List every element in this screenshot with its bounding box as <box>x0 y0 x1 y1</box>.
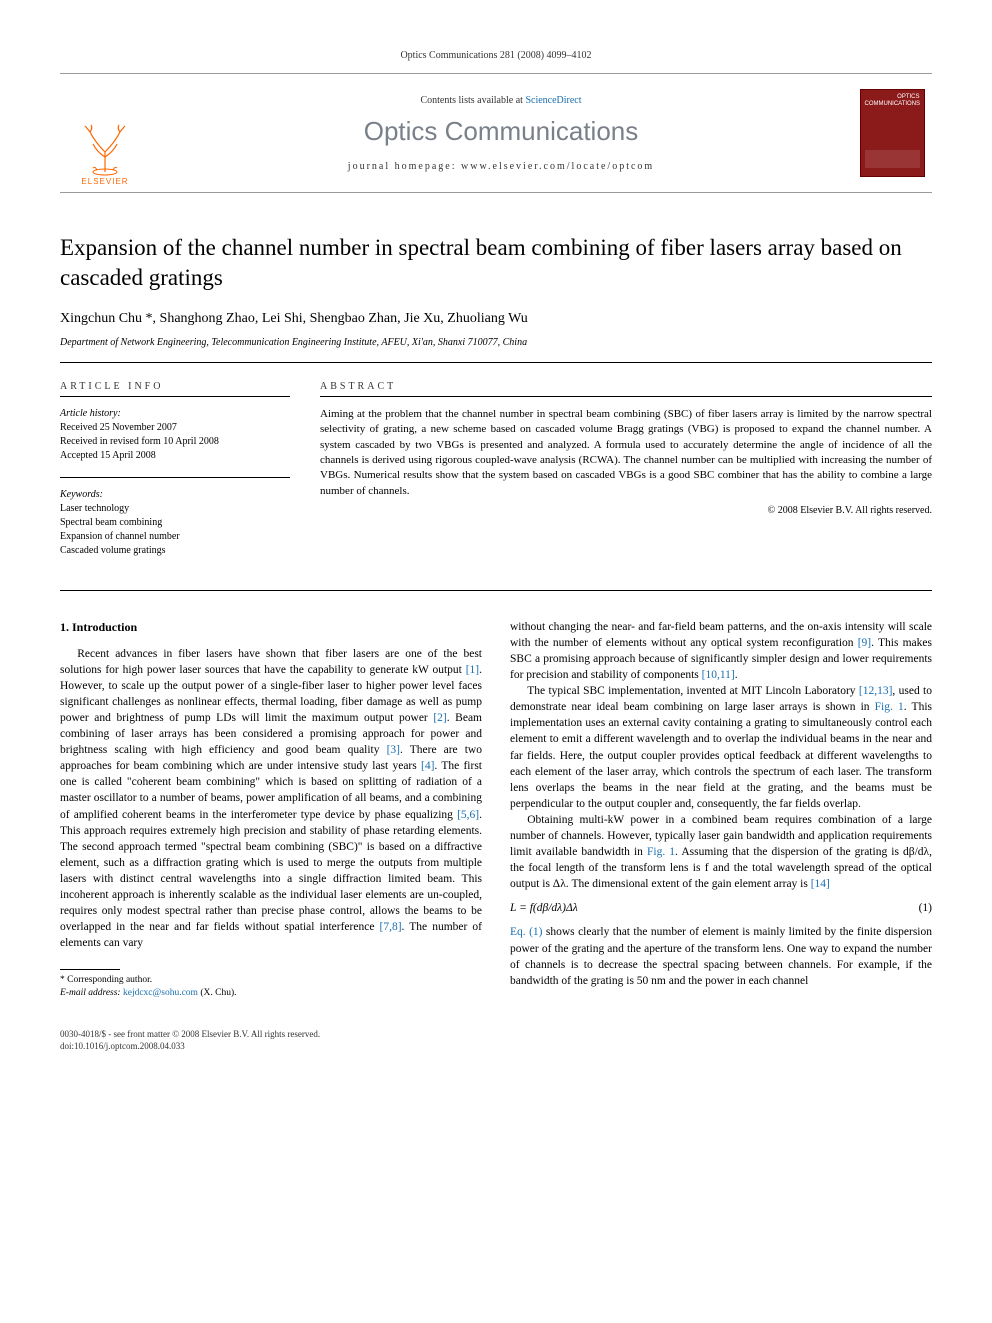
article-body: 1. Introduction Recent advances in fiber… <box>60 619 932 999</box>
citation-link[interactable]: [1] <box>466 664 479 676</box>
body-paragraph: Obtaining multi-kW power in a combined b… <box>510 812 932 892</box>
corresponding-marker: * Corresponding author. <box>60 974 482 986</box>
publisher-logo-area: ELSEVIER <box>60 74 150 192</box>
author-list: Xingchun Chu *, Shanghong Zhao, Lei Shi,… <box>60 311 932 327</box>
citation-link[interactable]: [5,6] <box>457 809 479 821</box>
figure-link[interactable]: Fig. 1 <box>647 846 675 858</box>
article-info-label: ARTICLE INFO <box>60 381 290 397</box>
journal-name: Optics Communications <box>364 116 639 147</box>
section-heading-introduction: 1. Introduction <box>60 619 482 636</box>
history-heading: Article history: <box>60 407 290 421</box>
author-email-link[interactable]: kejdcxc@sohu.com <box>123 988 198 998</box>
cover-title: OPTICS COMMUNICATIONS <box>865 94 920 107</box>
email-paren: (X. Chu). <box>198 988 237 998</box>
history-line: Received in revised form 10 April 2008 <box>60 435 290 449</box>
article-history: Article history: Received 25 November 20… <box>60 407 290 463</box>
keywords-block: Keywords: Laser technology Spectral beam… <box>60 488 290 558</box>
elsevier-tree-icon <box>75 122 135 177</box>
citation-link[interactable]: [7,8] <box>379 921 401 933</box>
abstract-copyright: © 2008 Elsevier B.V. All rights reserved… <box>320 505 932 516</box>
email-label: E-mail address: <box>60 988 123 998</box>
citation-link[interactable]: [14] <box>811 878 830 890</box>
contents-prefix: Contents lists available at <box>420 95 525 106</box>
front-matter-line: 0030-4018/$ - see front matter © 2008 El… <box>60 1029 932 1041</box>
body-paragraph: without changing the near- and far-field… <box>510 619 932 683</box>
history-line: Accepted 15 April 2008 <box>60 449 290 463</box>
citation-link[interactable]: [9] <box>858 637 871 649</box>
keyword: Laser technology <box>60 502 290 516</box>
abstract-label: ABSTRACT <box>320 381 932 397</box>
keyword: Expansion of channel number <box>60 530 290 544</box>
equation-number: (1) <box>919 900 932 916</box>
sciencedirect-link[interactable]: ScienceDirect <box>525 95 581 106</box>
citation-link[interactable]: [10,11] <box>702 669 735 681</box>
keyword: Spectral beam combining <box>60 516 290 530</box>
abstract-text: Aiming at the problem that the channel n… <box>320 407 932 499</box>
affiliation: Department of Network Engineering, Telec… <box>60 337 932 363</box>
article-title: Expansion of the channel number in spect… <box>60 233 932 293</box>
equation-link[interactable]: Eq. (1) <box>510 926 542 938</box>
elsevier-logo: ELSEVIER <box>66 108 144 186</box>
doi-line: doi:10.1016/j.optcom.2008.04.033 <box>60 1041 932 1053</box>
body-paragraph: Eq. (1) shows clearly that the number of… <box>510 924 932 988</box>
keyword: Cascaded volume gratings <box>60 544 290 558</box>
publisher-name: ELSEVIER <box>81 177 128 186</box>
citation-link[interactable]: [4] <box>421 760 434 772</box>
figure-link[interactable]: Fig. 1 <box>875 701 904 713</box>
equation-row: L = f(dβ/dλ)Δλ (1) <box>510 900 932 916</box>
body-paragraph: The typical SBC implementation, invented… <box>510 683 932 812</box>
keywords-heading: Keywords: <box>60 488 290 502</box>
journal-homepage: journal homepage: www.elsevier.com/locat… <box>348 161 654 172</box>
running-head: Optics Communications 281 (2008) 4099–41… <box>60 50 932 61</box>
citation-link[interactable]: [12,13] <box>859 685 893 697</box>
citation-link[interactable]: [2] <box>433 712 446 724</box>
journal-cover-thumbnail: OPTICS COMMUNICATIONS <box>860 89 925 177</box>
corresponding-author-footnote: * Corresponding author. E-mail address: … <box>60 974 482 999</box>
journal-banner: ELSEVIER Contents lists available at Sci… <box>60 73 932 193</box>
contents-available-line: Contents lists available at ScienceDirec… <box>420 95 581 106</box>
history-line: Received 25 November 2007 <box>60 421 290 435</box>
body-paragraph: Recent advances in fiber lasers have sho… <box>60 646 482 952</box>
equation: L = f(dβ/dλ)Δλ <box>510 900 578 916</box>
footnote-rule <box>60 969 120 970</box>
citation-link[interactable]: [3] <box>387 744 400 756</box>
page-footer: 0030-4018/$ - see front matter © 2008 El… <box>60 1029 932 1052</box>
